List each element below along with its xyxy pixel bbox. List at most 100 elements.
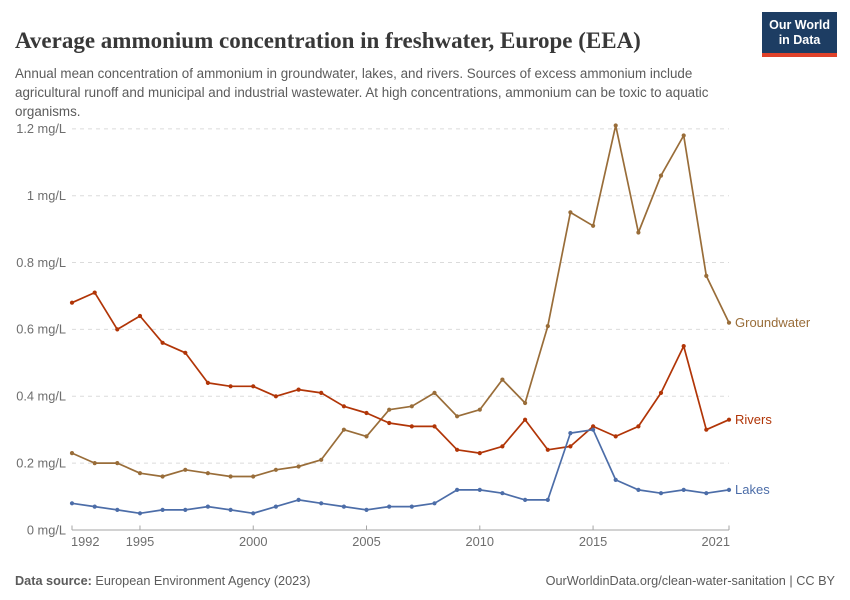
data-point[interactable] [681,344,686,349]
data-point[interactable] [251,511,256,516]
data-point[interactable] [432,424,437,429]
data-point[interactable] [296,497,301,502]
license-link[interactable]: CC BY [796,574,835,588]
series-label-groundwater[interactable]: Groundwater [735,315,811,330]
data-point[interactable] [726,320,732,325]
data-source-label: Data source: [15,574,92,588]
data-point[interactable] [523,400,528,406]
data-point[interactable] [523,417,528,422]
data-point[interactable] [296,387,301,392]
data-point[interactable] [455,487,460,492]
data-point[interactable] [341,504,346,509]
owid-url-link[interactable]: OurWorldinData.org/clean-water-sanitatio… [545,574,786,588]
data-point[interactable] [228,507,233,512]
data-point[interactable] [613,123,618,128]
data-point[interactable] [341,427,346,432]
data-point[interactable] [137,511,143,516]
data-point[interactable] [704,273,709,278]
data-point[interactable] [115,507,120,512]
data-point[interactable] [160,507,165,512]
data-point[interactable] [364,507,369,512]
data-point[interactable] [251,474,256,479]
data-point[interactable] [387,504,392,509]
data-point[interactable] [432,501,437,506]
data-point[interactable] [364,434,369,439]
data-point[interactable] [251,384,256,389]
data-point[interactable] [545,497,550,502]
data-point[interactable] [273,504,278,509]
data-point[interactable] [681,487,686,492]
data-point[interactable] [432,390,437,395]
data-point[interactable] [205,471,210,476]
data-point[interactable] [568,444,573,449]
data-point[interactable] [658,173,664,178]
data-point[interactable] [613,477,618,482]
data-point[interactable] [568,431,573,436]
data-point[interactable] [704,491,709,496]
data-point[interactable] [726,417,732,422]
data-point[interactable] [409,424,414,429]
data-point[interactable] [115,461,120,466]
data-point[interactable] [636,230,641,235]
series-label-lakes[interactable]: Lakes [735,482,770,497]
data-point[interactable] [545,447,550,452]
data-point[interactable] [228,474,233,479]
data-point[interactable] [568,210,573,215]
data-point[interactable] [613,434,618,439]
data-point[interactable] [160,474,165,479]
data-point[interactable] [137,471,143,476]
data-point[interactable] [69,451,75,456]
data-point[interactable] [160,340,165,345]
data-point[interactable] [341,404,346,409]
data-point[interactable] [319,390,324,395]
owid-logo[interactable]: Our World in Data [762,12,837,57]
data-point[interactable] [545,324,550,329]
data-point[interactable] [591,427,596,432]
data-point[interactable] [137,313,143,319]
data-point[interactable] [228,384,233,389]
data-point[interactable] [477,451,482,456]
data-point[interactable] [523,497,528,502]
x-tick-label: 2005 [352,534,380,549]
data-point[interactable] [319,457,324,462]
data-point[interactable] [387,420,392,426]
data-point[interactable] [296,464,301,469]
data-point[interactable] [500,491,505,496]
data-point[interactable] [319,501,324,506]
data-point[interactable] [183,350,188,355]
data-point[interactable] [477,487,482,492]
data-point[interactable] [636,424,641,429]
data-point[interactable] [500,444,505,449]
series-lakes: Lakes [69,427,770,516]
data-point[interactable] [409,404,414,409]
data-point[interactable] [726,487,732,492]
line-chart[interactable]: 0 mg/L 0.2 mg/L 0.4 mg/L 0.6 mg/L 0.8 mg/L 1 … [0,110,850,570]
data-point[interactable] [92,504,97,509]
data-point[interactable] [704,427,709,432]
data-point[interactable] [183,507,188,512]
data-point[interactable] [69,501,75,506]
data-point[interactable] [92,461,97,466]
data-point[interactable] [364,410,369,416]
data-point[interactable] [387,407,392,412]
data-point[interactable] [409,504,414,509]
data-point[interactable] [455,447,460,452]
data-point[interactable] [92,290,97,295]
data-point[interactable] [591,223,596,228]
data-point[interactable] [681,133,686,138]
data-point[interactable] [658,491,664,496]
data-point[interactable] [273,394,278,399]
data-point[interactable] [591,424,596,429]
data-point[interactable] [115,327,120,332]
data-point[interactable] [658,390,664,395]
data-point[interactable] [69,300,75,305]
data-point[interactable] [455,414,460,419]
data-point[interactable] [205,380,210,385]
data-point[interactable] [477,407,482,412]
data-point[interactable] [183,467,188,472]
data-point[interactable] [205,504,210,509]
data-point[interactable] [500,377,505,382]
series-label-rivers[interactable]: Rivers [735,412,772,427]
data-point[interactable] [273,467,278,472]
data-point[interactable] [636,487,641,492]
